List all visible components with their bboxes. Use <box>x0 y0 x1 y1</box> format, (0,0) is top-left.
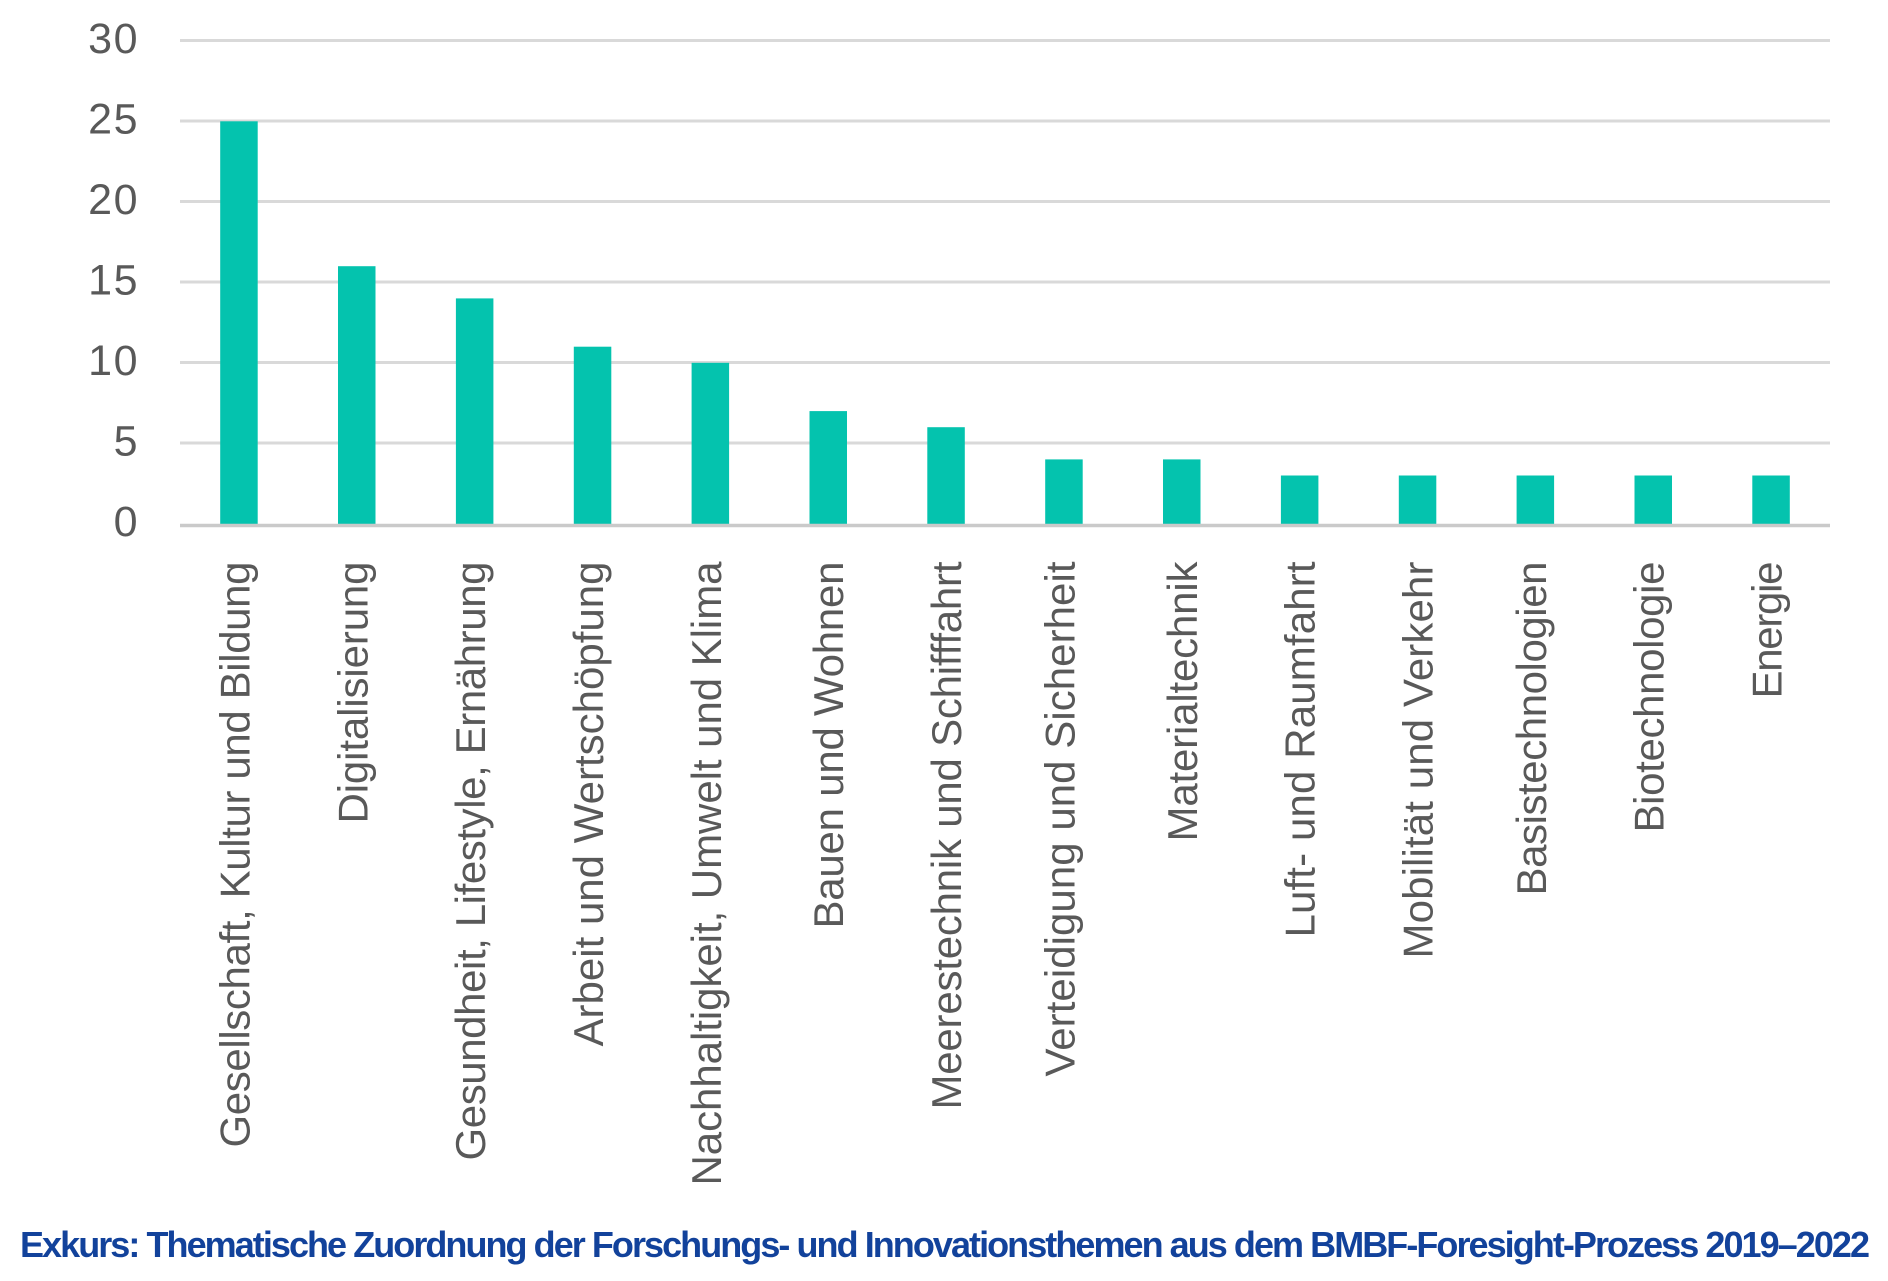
svg-text:Arbeit und Wertschöpfung: Arbeit und Wertschöpfung <box>565 562 612 1047</box>
svg-text:10: 10 <box>88 337 139 385</box>
svg-text:Energie: Energie <box>1744 562 1791 699</box>
svg-text:Digitalisierung: Digitalisierung <box>329 562 376 824</box>
svg-text:15: 15 <box>88 256 139 304</box>
svg-text:0: 0 <box>114 498 139 546</box>
svg-text:Exkurs: Thematische Zuordnung: Exkurs: Thematische Zuordnung der Forsch… <box>20 1224 1870 1265</box>
svg-text:25: 25 <box>88 95 139 143</box>
svg-text:Mobilität und Verkehr: Mobilität und Verkehr <box>1395 562 1442 959</box>
svg-text:20: 20 <box>88 176 139 224</box>
svg-text:30: 30 <box>88 15 139 63</box>
svg-text:Nachhaltigkeit, Umwelt und Kli: Nachhaltigkeit, Umwelt und Klima <box>683 561 730 1186</box>
svg-text:Biotechnologie: Biotechnologie <box>1626 562 1673 833</box>
svg-text:Gesellschaft, Kultur und Bildu: Gesellschaft, Kultur und Bildung <box>211 562 258 1148</box>
svg-text:5: 5 <box>114 417 139 465</box>
svg-text:Materialtechnik: Materialtechnik <box>1159 561 1206 842</box>
svg-text:Luft- und Raumfahrt: Luft- und Raumfahrt <box>1277 561 1324 937</box>
svg-text:Meerestechnik und Schifffahrt: Meerestechnik und Schifffahrt <box>923 561 970 1109</box>
svg-text:Verteidigung und Sicherheit: Verteidigung und Sicherheit <box>1036 561 1083 1076</box>
svg-text:Gesundheit, Lifestyle, Ernähru: Gesundheit, Lifestyle, Ernährung <box>447 562 494 1161</box>
svg-text:Basistechnologien: Basistechnologien <box>1508 562 1555 896</box>
svg-text:Bauen und Wohnen: Bauen und Wohnen <box>805 562 852 929</box>
